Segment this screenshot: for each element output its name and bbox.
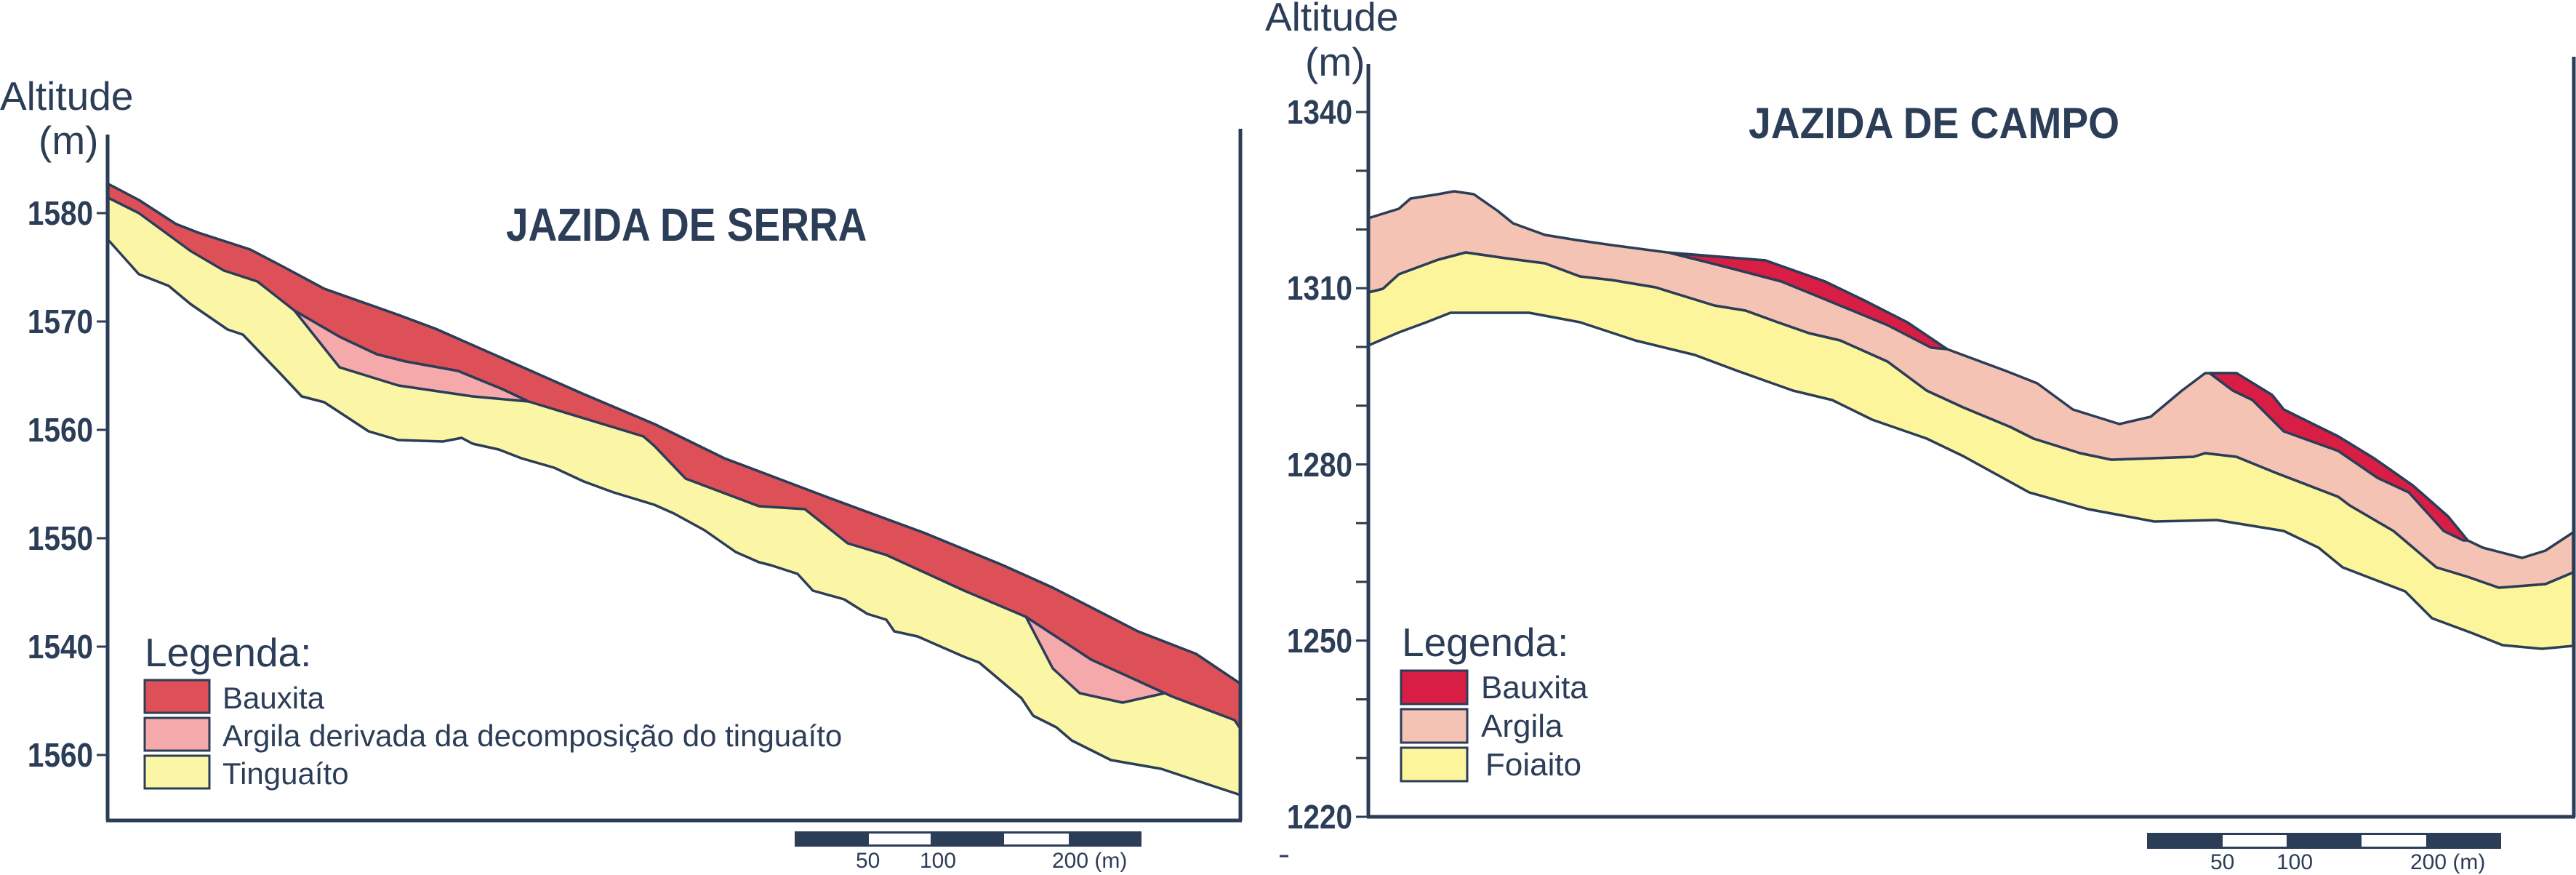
legend-swatch-tinguaito [143, 754, 211, 790]
campo-y-axis-label: Altitude [1265, 0, 1399, 39]
campo-y-tick-label: 1250 [1286, 621, 1352, 660]
legend-swatch-foiaito [1400, 746, 1469, 783]
serra-title: JAZIDA DE SERRA [506, 199, 867, 251]
campo-y-tick-label: 1280 [1286, 445, 1352, 484]
serra-scale-bar-segment-1 [869, 834, 931, 844]
serra-profile [107, 183, 1242, 796]
legend-swatch-argila-derivada [143, 716, 211, 752]
campo-scale-bar-segment-2 [2362, 835, 2426, 847]
serra-y-tick-label: 1560 [27, 411, 93, 449]
campo-scale-bar-body [2147, 833, 2501, 849]
campo-legend-label-foiaito: Foiaito [1485, 747, 1582, 783]
serra-y-tick-label: 1550 [27, 519, 93, 557]
serra-scale-label-200: 200 (m) [1052, 849, 1128, 873]
campo-scale-label-100: 100 [2276, 850, 2314, 874]
campo-scale-label-50: 50 [2210, 850, 2235, 874]
serra-scale-bar [795, 831, 1141, 847]
serra-argila-lens-2 [1024, 615, 1166, 704]
campo-bauxita-lens-2 [2208, 372, 2469, 542]
legend-swatch-bauxita [143, 679, 211, 714]
serra-tick-marks [97, 212, 108, 756]
campo-argila-layer [1367, 190, 2575, 589]
campo-legend-label-argila: Argila [1481, 708, 1563, 744]
campo-bauxita-lens-1 [1669, 252, 1949, 351]
serra-y-tick-label: 1540 [27, 628, 93, 666]
serra-frame [97, 129, 1243, 823]
serra-scale-bar-segment-2 [1004, 834, 1069, 844]
campo-foiaito-layer [1367, 251, 2575, 650]
serra-y-axis-unit: (m) [39, 118, 99, 163]
campo-y-axis-unit: (m) [1305, 39, 1365, 84]
campo-y-tick-label: 1340 [1286, 93, 1352, 131]
serra-argila-lens-1 [293, 309, 530, 403]
campo-scale-bar [2147, 833, 2501, 849]
serra-legend-label-argila: Argila derivada da decomposição do tingu… [222, 719, 843, 753]
serra-legend-heading: Legenda: [145, 630, 312, 675]
campo-profile [1367, 190, 2575, 650]
campo-title: JAZIDA DE CAMPO [1749, 99, 2120, 148]
campo-frame [1356, 57, 2576, 819]
serra-scale-label-50: 50 [856, 849, 880, 873]
serra-legend-label-tinguaito: Tinguaíto [222, 756, 349, 791]
campo-y-tick-label: 1310 [1286, 269, 1352, 308]
serra-scale-bar-body [795, 831, 1141, 847]
serra-legend-swatches [143, 679, 211, 790]
serra-scale-label-100: 100 [920, 849, 957, 873]
serra-y-tick-label: 1560 [27, 736, 93, 774]
campo-legend-label-bauxita: Bauxita [1481, 670, 1588, 706]
campo-legend-heading: Legenda: [1402, 620, 1569, 665]
campo-scale-bar-segment-1 [2223, 835, 2287, 847]
serra-legend-label-bauxita: Bauxita [222, 681, 325, 715]
campo-tick-marks [1356, 111, 1368, 818]
serra-y-tick-label: 1570 [27, 303, 93, 340]
serra-y-axis-label: Altitude [0, 73, 134, 119]
campo-legend-swatches [1400, 669, 1469, 783]
campo-y-tick-label: 1220 [1286, 798, 1352, 836]
legend-swatch-bauxita [1400, 669, 1469, 706]
campo-scale-label-200: 200 (m) [2410, 850, 2486, 874]
serra-y-tick-label: 1580 [27, 194, 93, 232]
legend-swatch-argila [1400, 708, 1469, 744]
